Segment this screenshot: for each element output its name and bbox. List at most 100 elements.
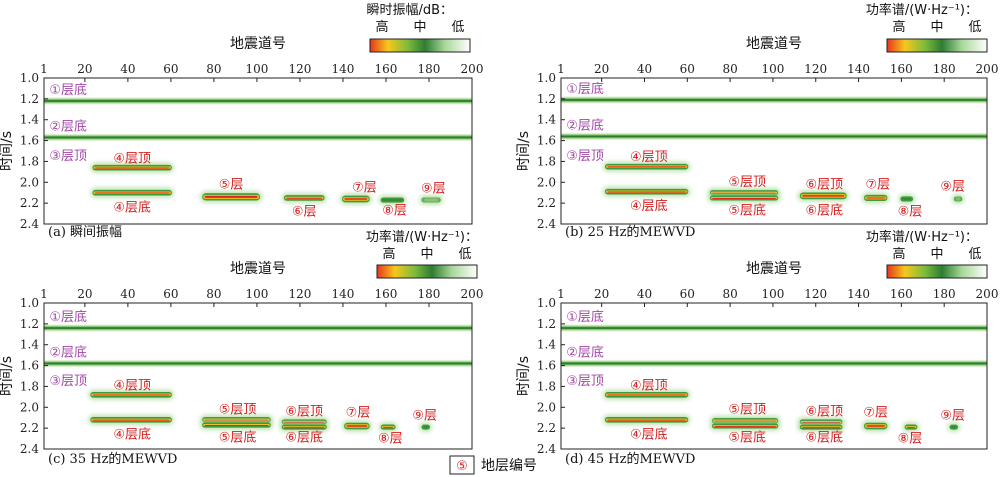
anomaly-body <box>861 420 890 432</box>
layer-label: ③层顶 <box>49 149 87 164</box>
y-tick-label: 1.2 <box>20 92 39 106</box>
anomaly-body <box>947 422 961 432</box>
x-tick-label: 180 <box>418 62 441 76</box>
y-tick-label: 1.2 <box>20 317 39 331</box>
x-tick-label: 200 <box>976 62 999 76</box>
layer-label: ⑥层顶 <box>285 404 323 419</box>
x-tick-label: 100 <box>245 62 268 76</box>
colorbar: 功率谱/(W·Hz⁻¹)：高 中 低 <box>866 2 988 53</box>
layer-label: ⑤层底 <box>728 202 766 218</box>
layer-label: ⑤层底 <box>219 429 257 445</box>
colorbar-title: 功率谱/(W·Hz⁻¹)： <box>866 2 978 18</box>
legend-box <box>449 455 475 475</box>
layer-label: ⑧层 <box>898 432 923 447</box>
layer-label: ⑤层 <box>219 177 244 192</box>
layer-label: ⑦层 <box>352 180 377 195</box>
y-axis-title: 时间/s <box>516 356 532 396</box>
x-axis-title: 地震道号 <box>746 36 802 52</box>
y-tick-label: 2.4 <box>20 442 39 456</box>
colorbar-ramp <box>886 38 988 53</box>
layer-label: ⑥层 <box>292 204 317 219</box>
layer-label: ⑤层底 <box>728 429 766 445</box>
y-axis-title: 时间/s <box>516 131 532 171</box>
y-tick-label: 2.0 <box>537 175 556 189</box>
y-tick-label: 2.0 <box>537 400 556 414</box>
horizon-label: ②层底 <box>49 344 87 360</box>
colorbar: 功率谱/(W·Hz⁻¹)：高 中 低 <box>866 229 988 279</box>
layer-label: ④层底 <box>113 199 151 215</box>
anomaly-body <box>200 420 273 430</box>
layer-label: ⑨层 <box>940 179 965 194</box>
colorbar-ramp <box>886 264 988 279</box>
colorbar-title: 功率谱/(W·Hz⁻¹)： <box>366 229 478 245</box>
horizon-label: ①层底 <box>566 309 604 325</box>
colorbar-label: 高 <box>892 19 905 35</box>
x-tick-label: 40 <box>637 287 652 301</box>
x-tick-label: 120 <box>288 62 311 76</box>
anomaly-body <box>378 195 407 205</box>
y-tick-label: 1.4 <box>537 113 556 127</box>
plot-frame <box>560 77 988 225</box>
y-tick-label: 2.2 <box>537 421 556 435</box>
horizon-label: ②层底 <box>566 344 604 360</box>
colorbar-ramp <box>376 264 478 279</box>
x-tick-label: 200 <box>461 62 484 76</box>
x-tick-label: 80 <box>206 287 221 301</box>
x-tick-label: 80 <box>722 62 737 76</box>
layer-label: ⑧层 <box>898 204 923 219</box>
anomaly-body <box>797 422 845 432</box>
colorbar-label: 高 <box>892 246 905 262</box>
anomaly-body <box>709 421 781 431</box>
x-tick-label: 20 <box>594 62 609 76</box>
y-tick-label: 1.8 <box>537 154 556 168</box>
anomaly-body <box>902 422 920 432</box>
x-tick-label: 100 <box>761 62 784 76</box>
layer-label: ⑥层底 <box>805 202 843 218</box>
anomaly-body <box>339 193 372 205</box>
colorbar-title: 瞬时振幅/dB： <box>366 3 453 18</box>
layer-label: ③层顶 <box>566 374 604 389</box>
y-tick-label: 1.6 <box>537 359 556 373</box>
layer-label: ④层顶 <box>113 151 151 166</box>
y-tick-label: 2.0 <box>20 175 39 189</box>
y-tick-label: 2.0 <box>20 400 39 414</box>
anomaly-body <box>898 194 916 204</box>
x-tick-label: 1 <box>40 287 48 301</box>
x-tick-label: 1 <box>40 62 48 76</box>
y-tick-label: 2.2 <box>537 196 556 210</box>
anomaly-body <box>90 187 174 198</box>
layer-label: ④层顶 <box>630 378 668 393</box>
y-tick-label: 1.6 <box>20 134 39 148</box>
x-tick-label: 20 <box>77 287 92 301</box>
y-axis-title: 时间/s <box>0 356 15 396</box>
layer-label: ⑦层 <box>865 177 890 192</box>
colorbar-label: 中 <box>930 20 943 35</box>
y-tick-label: 1.2 <box>537 92 556 106</box>
panel-caption: (a) 瞬间振幅 <box>48 225 122 240</box>
layer-label: ⑦层 <box>863 405 888 420</box>
x-tick-label: 60 <box>680 62 695 76</box>
horizon-label: ①层底 <box>566 81 604 97</box>
x-tick-label: 1 <box>557 62 565 76</box>
colorbar-label: 低 <box>968 20 981 35</box>
anomaly-body <box>602 186 691 197</box>
y-tick-label: 2.2 <box>20 421 39 435</box>
x-tick-label: 180 <box>418 287 441 301</box>
legend-text: 地层编号 <box>481 458 537 474</box>
x-tick-label: 160 <box>890 62 913 76</box>
layer-label: ⑤层顶 <box>728 402 766 417</box>
anomaly-body <box>378 422 398 432</box>
layer-label: ④层底 <box>113 426 151 442</box>
y-tick-label: 2.4 <box>537 442 556 456</box>
horizon-label: ②层底 <box>566 117 604 133</box>
y-tick-label: 2.4 <box>537 217 556 231</box>
colorbar-title: 功率谱/(W·Hz⁻¹)： <box>866 229 978 245</box>
colorbar-label: 低 <box>968 247 981 262</box>
y-tick-label: 1.0 <box>20 71 39 85</box>
layer-label: ⑤层顶 <box>728 175 766 190</box>
x-tick-label: 160 <box>375 287 398 301</box>
